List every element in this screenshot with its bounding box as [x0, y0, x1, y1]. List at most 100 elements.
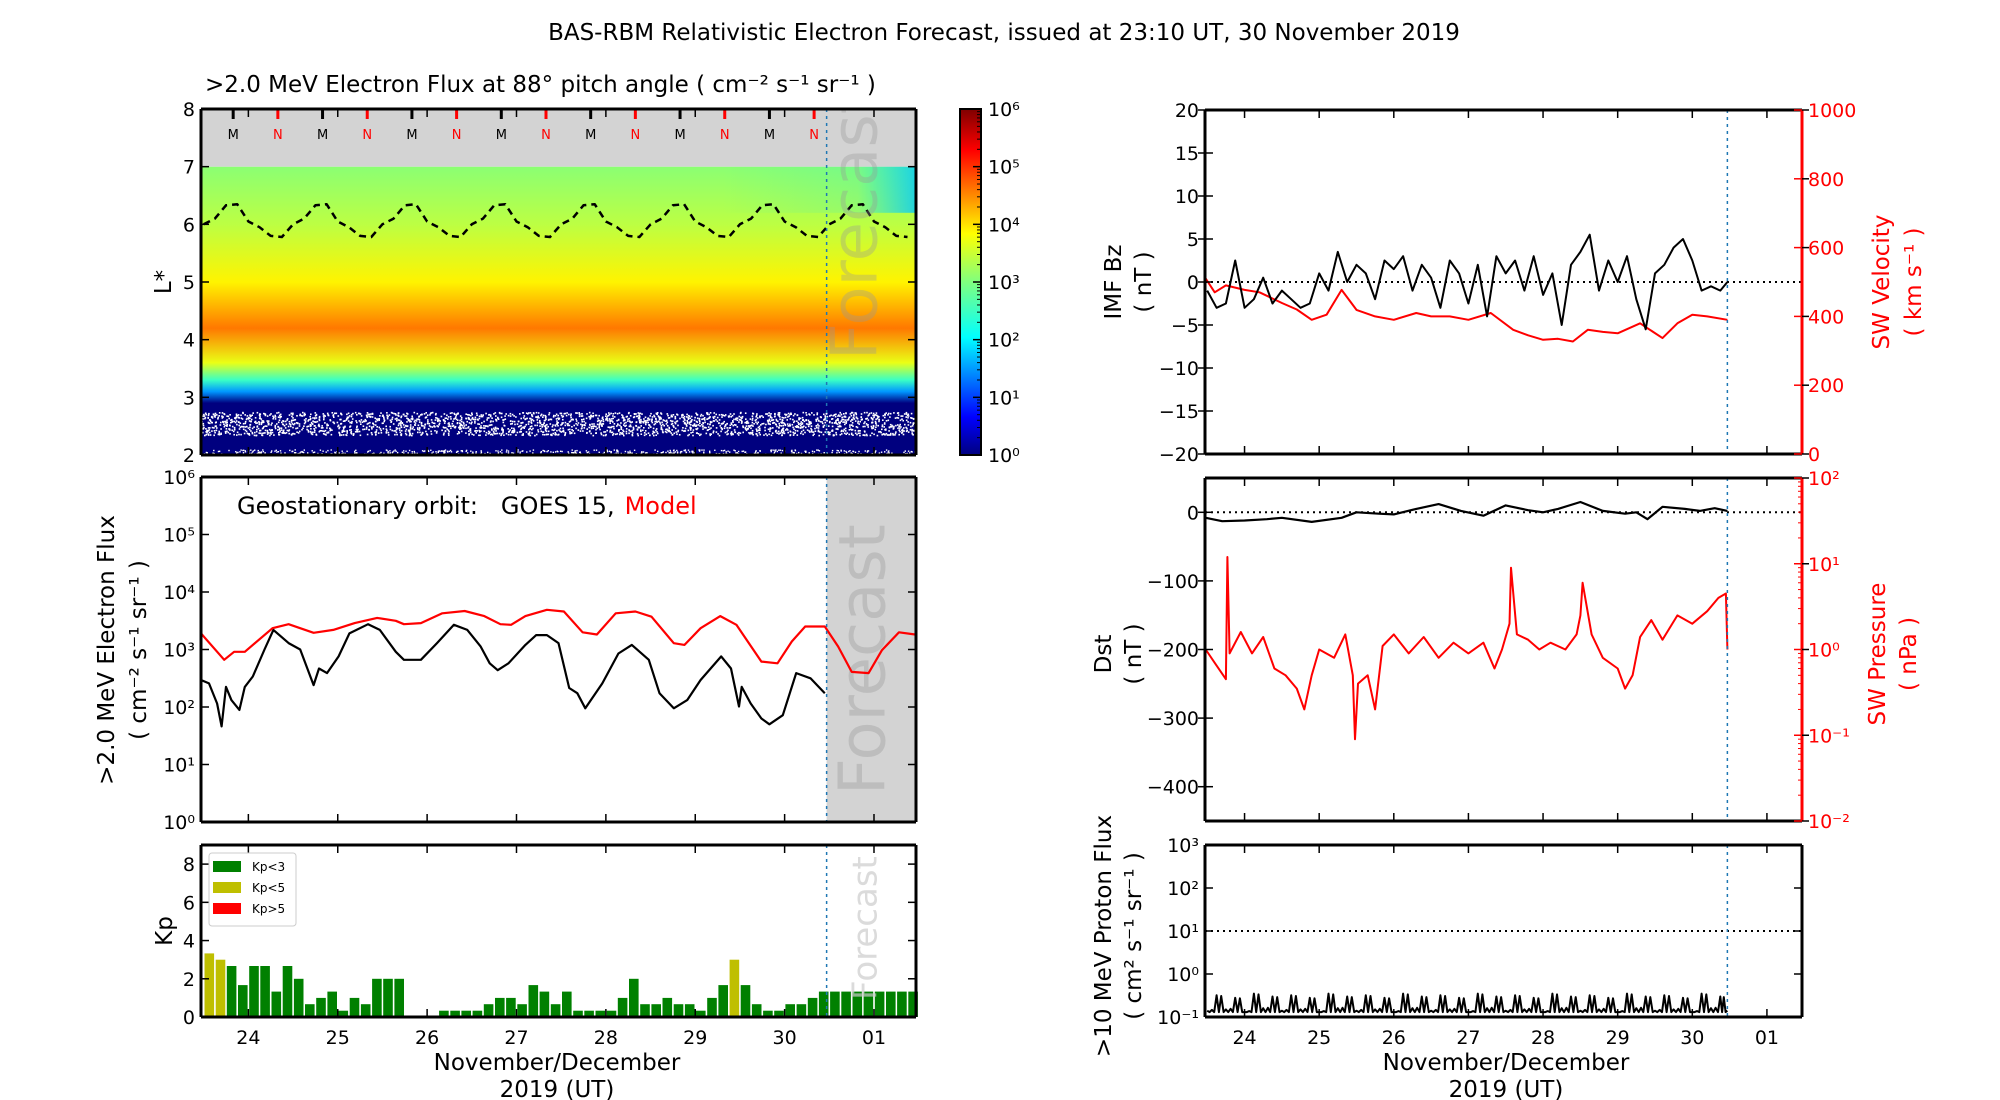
kp-bar [651, 1004, 661, 1017]
heatmap-noise-dot [805, 423, 808, 425]
heatmap-noise-dot [530, 417, 532, 420]
heatmap-noise-dot [669, 451, 672, 453]
heatmap-noise-dot [700, 433, 702, 436]
heatmap-noise-dot [748, 426, 751, 428]
heatmap-noise-dot [670, 432, 673, 434]
heatmap-noise-dot [218, 432, 220, 434]
heatmap-noise-dot [358, 430, 361, 433]
heatmap-noise-dot [310, 413, 312, 416]
dst-ytick-label: 0 [1187, 502, 1199, 524]
heatmap-noise-dot [231, 418, 233, 421]
heatmap-noise-dot [307, 452, 309, 454]
heatmap-noise-dot [610, 431, 613, 434]
heatmap-noise-dot [456, 419, 459, 421]
heatmap-noise-dot [390, 411, 393, 414]
heatmap-noise-dot [896, 416, 898, 419]
heatmap-noise-dot [493, 413, 495, 415]
heatmap-noise-dot [627, 451, 629, 453]
heatmap-noise-dot [637, 434, 639, 437]
heatmap-noise-dot [430, 419, 433, 421]
heatmap-noise-dot [608, 412, 610, 414]
heatmap-noise-dot [512, 431, 515, 434]
heatmap-noise-dot [396, 433, 398, 436]
heatmap-noise-dot [254, 421, 256, 423]
heatmap-noise-dot [850, 420, 852, 422]
heatmap-noise-dot [426, 433, 428, 435]
heatmap-noise-dot [228, 449, 230, 452]
heatmap-noise-dot [391, 451, 394, 454]
heatmap-noise-dot [389, 428, 392, 431]
heatmap-noise-dot [571, 429, 573, 431]
heatmap-noise-dot [677, 424, 679, 427]
heatmap-noise-dot [611, 418, 613, 420]
heatmap-noise-dot [771, 417, 773, 419]
heatmap-noise-dot [323, 430, 325, 433]
heatmap-noise-dot [329, 419, 331, 421]
heatmap-noise-dot [411, 451, 413, 453]
heatmap-noise-dot [314, 429, 316, 432]
heatmap-noise-dot [571, 449, 573, 451]
heatmap-noise-dot [662, 423, 664, 426]
heatmap-noise-dot [683, 415, 686, 418]
heatmap-noise-dot [769, 427, 772, 429]
heatmap-noise-dot [613, 449, 615, 451]
heatmap-noise-dot [789, 430, 792, 433]
heatmap-noise-dot [730, 422, 733, 424]
mlt-marker-label: M [674, 128, 685, 143]
heatmap-noise-dot [303, 449, 305, 451]
heatmap-noise-dot [346, 416, 349, 419]
heatmap-noise-dot [690, 415, 693, 418]
heatmap-noise-dot [367, 422, 370, 425]
kp-bar [818, 991, 829, 1017]
heatmap-noise-dot [491, 417, 493, 419]
heatmap-noise-dot [303, 425, 305, 427]
heatmap-noise-dot [240, 414, 242, 417]
heatmap-noise-dot [414, 422, 417, 424]
heatmap-noise-dot [696, 428, 698, 431]
heatmap-noise-dot [790, 450, 793, 452]
heatmap-noise-dot [769, 428, 771, 430]
heatmap-noise-dot [272, 417, 274, 420]
heatmap-noise-dot [777, 413, 779, 416]
heatmap-noise-dot [660, 426, 663, 429]
heatmap-noise-dot [440, 415, 443, 418]
kp-bar [886, 991, 896, 1017]
kp-bar [461, 1010, 471, 1017]
heatmap-noise-dot [593, 449, 595, 451]
heatmap-noise-dot [557, 417, 559, 419]
heatmap-noise-dot [539, 421, 541, 424]
heatmap-noise-dot [569, 420, 572, 422]
heatmap-noise-dot [448, 430, 450, 433]
heatmap-noise-dot [313, 425, 316, 427]
heatmap-noise-dot [347, 412, 350, 415]
heatmap-noise-dot [598, 423, 601, 426]
heatmap-noise-dot [270, 451, 272, 453]
heatmap-noise-dot [563, 412, 566, 415]
heatmap-noise-dot [530, 422, 533, 424]
heatmap-noise-dot [268, 428, 271, 431]
heatmap-noise-dot [694, 416, 696, 419]
heatmap-noise-dot [727, 433, 729, 435]
heatmap-noise-dot [208, 412, 210, 415]
velocity-ytick-label: 600 [1808, 238, 1844, 260]
heatmap-noise-dot [684, 427, 687, 430]
heatmap-noise-dot [611, 431, 614, 434]
heatmap-noise-dot [522, 421, 524, 424]
heatmap-noise-dot [525, 431, 528, 433]
heatmap-noise-dot [674, 415, 677, 418]
heatmap-noise-dot [272, 415, 274, 417]
heatmap-noise-dot [508, 431, 510, 433]
heatmap-noise-dot [896, 412, 899, 414]
heatmap-noise-dot [692, 434, 694, 437]
heatmap-noise-dot [666, 425, 669, 427]
heatmap-noise-dot [596, 420, 599, 423]
heatmap-noise-dot [848, 416, 851, 418]
kp-bar [662, 997, 673, 1017]
heatmap-noise-dot [850, 433, 853, 436]
heatmap-noise-dot [322, 415, 325, 417]
heatmap-noise-dot [818, 425, 820, 427]
heatmap-noise-dot [759, 433, 761, 436]
heatmap-noise-dot [631, 421, 633, 423]
forecast-watermark: Forecast [819, 89, 893, 360]
heatmap-noise-dot [837, 418, 839, 420]
